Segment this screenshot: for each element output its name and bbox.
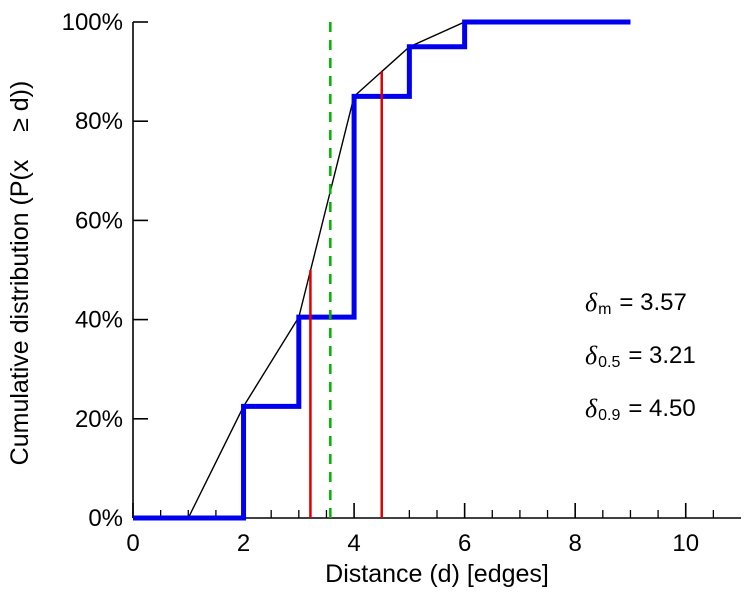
delta-subscript: 0.9 bbox=[598, 406, 621, 424]
svg-text:4: 4 bbox=[347, 530, 360, 557]
delta-value: = 4.50 bbox=[628, 394, 696, 422]
delta-subscript: 0.5 bbox=[598, 353, 621, 371]
svg-text:8: 8 bbox=[569, 530, 582, 557]
delta-symbol: δ bbox=[585, 393, 598, 423]
annotation-median: δ 0.5 = 3.21 bbox=[585, 329, 696, 382]
delta-value: = 3.21 bbox=[628, 341, 696, 369]
svg-text:20%: 20% bbox=[75, 406, 123, 433]
delta-value: = 3.57 bbox=[619, 288, 687, 316]
svg-text:80%: 80% bbox=[75, 108, 123, 135]
svg-text:40%: 40% bbox=[75, 307, 123, 334]
svg-text:10: 10 bbox=[672, 530, 699, 557]
statistics-annotations: δ m = 3.57 δ 0.5 = 3.21 δ 0.9 = 4.50 bbox=[585, 276, 696, 435]
annotation-p90: δ 0.9 = 4.50 bbox=[585, 382, 696, 435]
svg-text:100%: 100% bbox=[62, 9, 123, 36]
delta-symbol: δ bbox=[585, 340, 598, 370]
delta-symbol: δ bbox=[585, 287, 598, 317]
delta-subscript: m bbox=[598, 300, 612, 318]
svg-text:6: 6 bbox=[458, 530, 471, 557]
x-axis-label: Distance (d) [edges] bbox=[325, 560, 549, 588]
svg-text:0%: 0% bbox=[88, 505, 123, 532]
annotation-mean: δ m = 3.57 bbox=[585, 276, 696, 329]
svg-text:60%: 60% bbox=[75, 207, 123, 234]
svg-text:0: 0 bbox=[126, 530, 139, 557]
svg-text:2: 2 bbox=[237, 530, 250, 557]
y-axis-label: Cumulative distribution (P(x ≥ d)) bbox=[6, 80, 34, 466]
